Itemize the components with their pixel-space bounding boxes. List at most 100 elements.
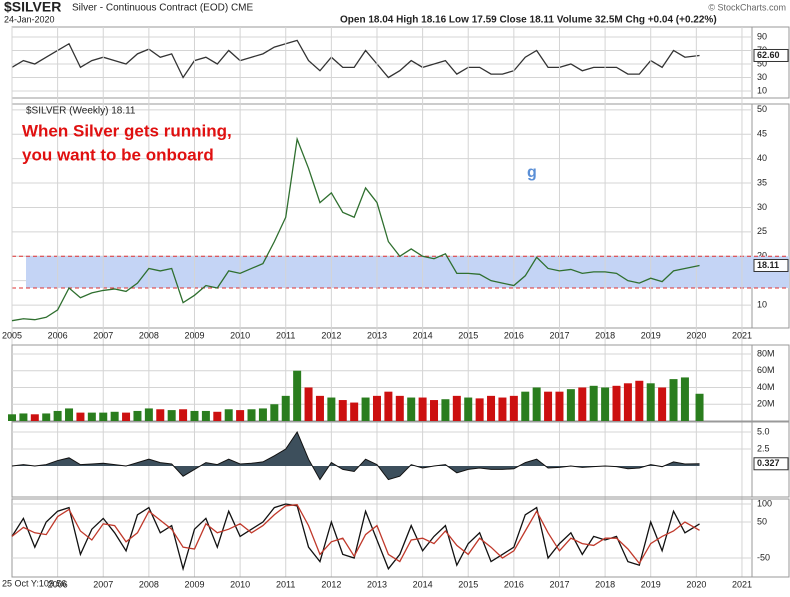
x-tick-label: 2020 xyxy=(686,579,706,589)
volume-bar xyxy=(658,387,667,421)
y-tick-label: 25 xyxy=(757,226,767,236)
last-value-box xyxy=(753,457,789,471)
volume-bar xyxy=(236,410,245,421)
volume-bar xyxy=(53,410,62,421)
volume-bar xyxy=(384,391,393,421)
x-tick-label: 2015 xyxy=(458,579,478,589)
y-tick-label: 50 xyxy=(757,516,767,526)
volume-bar xyxy=(566,389,575,421)
volume-bar xyxy=(76,412,85,421)
x-tick-label: 2018 xyxy=(595,330,615,340)
last-value-box xyxy=(753,48,789,62)
volume-bar xyxy=(213,411,222,421)
x-tick-label: 2016 xyxy=(504,579,524,589)
series-line xyxy=(11,136,700,322)
y-tick-label: 100 xyxy=(757,498,772,508)
last-value-box xyxy=(753,258,789,272)
volume-bar xyxy=(487,395,496,421)
legend: $SILVER (Weekly) 18.11 xyxy=(26,106,136,117)
volume-bar xyxy=(695,393,704,421)
volume-bar xyxy=(19,413,28,421)
volume-bar xyxy=(247,409,256,421)
y-tick-label: 40M xyxy=(757,382,775,392)
series-line xyxy=(11,39,700,79)
volume-bar xyxy=(156,409,165,421)
volume-bar xyxy=(350,402,359,421)
x-tick-label: 2012 xyxy=(321,579,341,589)
x-tick-label: 2008 xyxy=(139,579,159,589)
volume-bar xyxy=(623,383,632,421)
volume-bar xyxy=(441,399,450,421)
x-tick-label: 2013 xyxy=(367,330,387,340)
volume-bar xyxy=(395,395,404,421)
volume-bar xyxy=(122,412,131,421)
x-tick-label: 2012 xyxy=(321,330,341,340)
symbol: $SILVER xyxy=(4,0,61,15)
volume-bar xyxy=(498,397,507,421)
y-tick-label: 80M xyxy=(757,348,775,358)
volume-bar xyxy=(589,385,598,421)
annotation: you want to be onboard xyxy=(22,145,214,164)
y-tick-label: 50 xyxy=(757,104,767,114)
last-value-label: 0.327 xyxy=(757,458,780,468)
support-band xyxy=(26,256,789,288)
series-line xyxy=(11,430,700,481)
volume-bar xyxy=(224,409,233,421)
volume-bar xyxy=(167,410,176,421)
volume-bar xyxy=(30,414,39,421)
volume-bar xyxy=(635,380,644,421)
last-value-label: 18.11 xyxy=(757,260,779,270)
volume-bar xyxy=(544,391,553,421)
volume-bar xyxy=(110,411,119,421)
volume-bar xyxy=(338,400,347,421)
x-tick-label: 2011 xyxy=(276,330,295,340)
x-tick-label: 2019 xyxy=(641,579,661,589)
volume-bar xyxy=(372,395,381,421)
volume-bar xyxy=(532,387,541,421)
y-tick-label: 35 xyxy=(757,177,767,187)
volume-bar xyxy=(179,409,188,421)
x-tick-label: 2007 xyxy=(93,579,113,589)
y-tick-label: 60M xyxy=(757,365,775,375)
volume-bar xyxy=(521,391,530,421)
watermark: © StockCharts.com xyxy=(708,2,786,12)
x-tick-label: 2020 xyxy=(686,330,706,340)
x-tick-label: 2017 xyxy=(549,330,569,340)
x-tick-label: 2009 xyxy=(184,330,204,340)
volume-bar xyxy=(293,370,302,421)
volume-bar xyxy=(42,413,51,421)
x-tick-label: 2017 xyxy=(549,579,569,589)
x-tick-label: 2010 xyxy=(230,579,250,589)
y-tick-label: 30 xyxy=(757,202,767,212)
volume-bar xyxy=(8,414,16,421)
x-tick-label: 2009 xyxy=(184,579,204,589)
symbol-name: Silver - Continuous Contract (EOD) CME xyxy=(72,3,253,14)
x-tick-label: 2006 xyxy=(48,330,68,340)
volume-bar xyxy=(281,395,290,421)
volume-bar xyxy=(555,391,564,421)
volume-bar xyxy=(430,400,439,421)
volume-bar xyxy=(201,410,210,421)
y-tick-label: 90 xyxy=(757,31,767,41)
x-tick-label: 2011 xyxy=(276,579,295,589)
volume-bar xyxy=(669,379,678,421)
volume-bar xyxy=(99,412,108,421)
x-tick-label: 2007 xyxy=(93,330,113,340)
y-tick-label: 20 xyxy=(757,251,767,261)
y-tick-label: 2.5 xyxy=(757,443,770,453)
series-line xyxy=(11,503,700,572)
volume-bar xyxy=(327,397,336,421)
x-tick-label: 2018 xyxy=(595,579,615,589)
annotation: g xyxy=(527,164,537,181)
x-tick-label: 2008 xyxy=(139,330,159,340)
x-tick-label: 2010 xyxy=(230,330,250,340)
quote: Open 18.04 High 18.16 Low 17.59 Close 18… xyxy=(340,15,717,26)
volume-bar xyxy=(65,408,74,421)
volume-bar xyxy=(315,395,324,421)
volume-bar xyxy=(578,387,587,421)
volume-bar xyxy=(190,410,199,421)
volume-bar xyxy=(87,412,96,421)
area-fill xyxy=(12,431,700,480)
